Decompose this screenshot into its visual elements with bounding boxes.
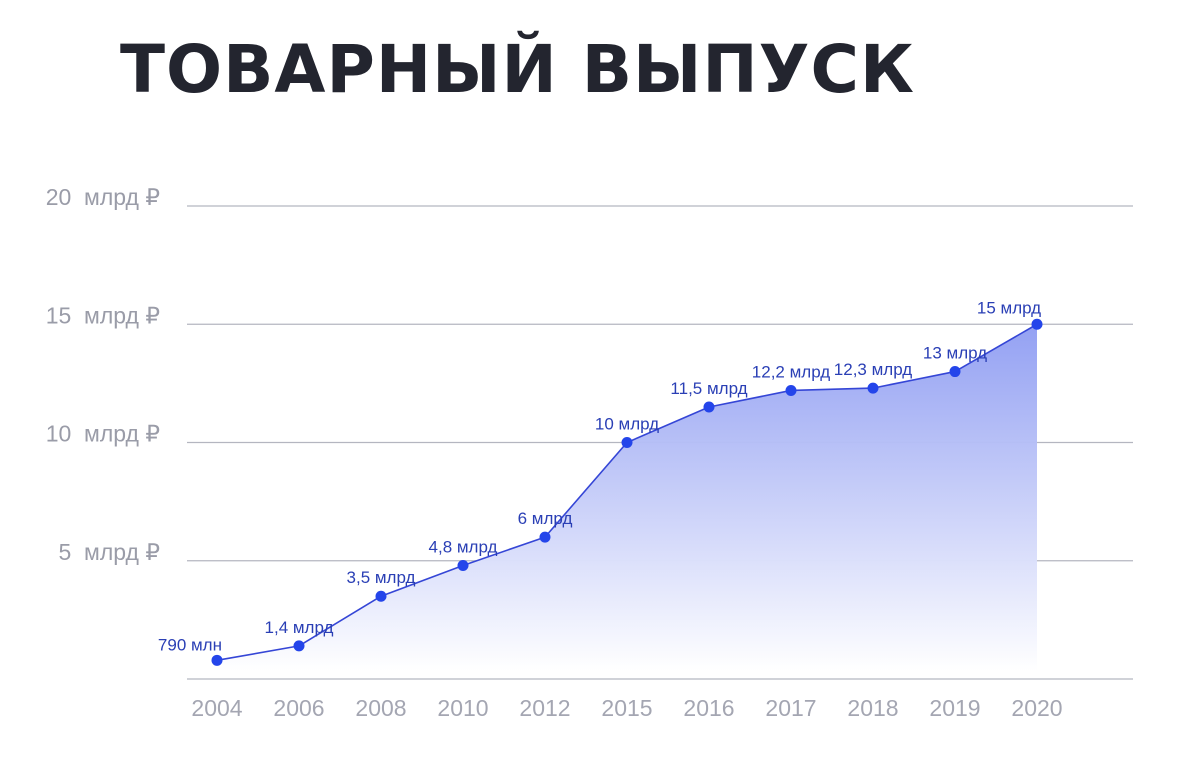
area-fill (217, 324, 1037, 671)
data-label: 15 млрд (977, 298, 1041, 317)
data-point (457, 559, 469, 571)
x-tick-label: 2016 (683, 695, 734, 721)
data-point (785, 384, 797, 396)
y-tick-label: 15 млрд ₽ (46, 302, 160, 328)
data-point (293, 640, 305, 652)
data-label: 11,5 млрд (670, 379, 747, 398)
y-tick-label: 5 млрд ₽ (58, 539, 160, 565)
y-axis-labels: 5 млрд ₽ 10 млрд ₽ 15 млрд ₽ 20 млрд ₽ (46, 184, 160, 565)
data-labels: 790 млн 1,4 млрд 3,5 млрд 4,8 млрд 6 млрд 10 … (158, 298, 1041, 654)
data-label: 12,2 млрд (752, 362, 830, 381)
x-tick-label: 2004 (191, 695, 242, 721)
x-tick-label: 2015 (601, 695, 652, 721)
data-point (211, 654, 223, 666)
area-fill-group (217, 324, 1037, 671)
data-label: 4,8 млрд (429, 537, 498, 556)
chart-title: ТОВАРНЫЙ ВЫПУСК (120, 31, 915, 108)
y-tick-label: 20 млрд ₽ (46, 184, 160, 210)
data-point (539, 531, 551, 543)
x-tick-label: 2020 (1011, 695, 1062, 721)
x-tick-label: 2019 (929, 695, 980, 721)
x-axis-labels: 2004 2006 2008 2010 2012 2015 2016 2017 2018 2019… (191, 695, 1062, 721)
x-tick-label: 2018 (847, 695, 898, 721)
x-tick-label: 2008 (355, 695, 406, 721)
data-label: 3,5 млрд (347, 568, 416, 587)
data-point (621, 437, 633, 448)
data-point (867, 382, 879, 394)
data-point (703, 401, 715, 413)
data-label: 1,4 млрд (265, 618, 334, 637)
data-point (375, 590, 387, 602)
data-point (1031, 318, 1043, 330)
data-label: 13 млрд (923, 344, 987, 363)
y-tick-label: 10 млрд ₽ (46, 421, 160, 447)
x-tick-label: 2017 (765, 695, 816, 721)
x-tick-label: 2010 (437, 695, 488, 721)
x-tick-label: 2006 (273, 695, 324, 721)
data-label: 10 млрд (595, 415, 659, 434)
data-point (949, 366, 961, 378)
data-points (211, 318, 1043, 666)
x-tick-label: 2012 (519, 695, 570, 721)
data-label: 6 млрд (518, 509, 573, 528)
data-label: 790 млн (158, 635, 222, 654)
data-label: 12,3 млрд (834, 360, 912, 379)
